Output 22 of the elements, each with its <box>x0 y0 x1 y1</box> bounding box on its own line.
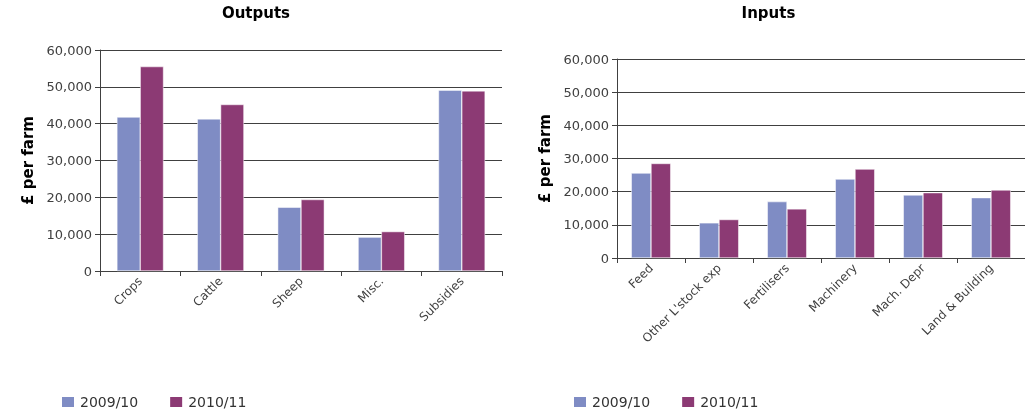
y-tick-label: 50,000 <box>46 79 92 95</box>
legend-label: 2009/10 <box>592 394 651 410</box>
y-tick-label: 30,000 <box>563 151 609 166</box>
y-tick-label: 50,000 <box>563 84 609 100</box>
legend-label: 2010/11 <box>700 394 759 410</box>
y-tick-label: 40,000 <box>46 116 92 132</box>
y-tick-label: 40,000 <box>563 117 609 133</box>
legend-label: 2009/10 <box>80 394 139 410</box>
chart-title: Inputs <box>741 3 796 22</box>
y-tick-label: 10,000 <box>563 217 609 233</box>
y-tick-label: 60,000 <box>46 42 92 58</box>
y-tick-label: 0 <box>600 250 609 266</box>
y-tick-label: 60,000 <box>563 51 609 67</box>
y-axis-title: £ per farm <box>536 114 555 203</box>
legend-label: 2010/11 <box>188 394 247 410</box>
y-tick-label: 30,000 <box>46 153 92 168</box>
y-tick-label: 20,000 <box>46 189 92 205</box>
y-tick-label: 20,000 <box>563 184 609 200</box>
y-tick-label: 10,000 <box>46 226 92 242</box>
y-tick-label: 0 <box>83 263 92 279</box>
chart-title: Outputs <box>221 3 291 22</box>
y-axis-title: £ per farm <box>19 116 38 205</box>
